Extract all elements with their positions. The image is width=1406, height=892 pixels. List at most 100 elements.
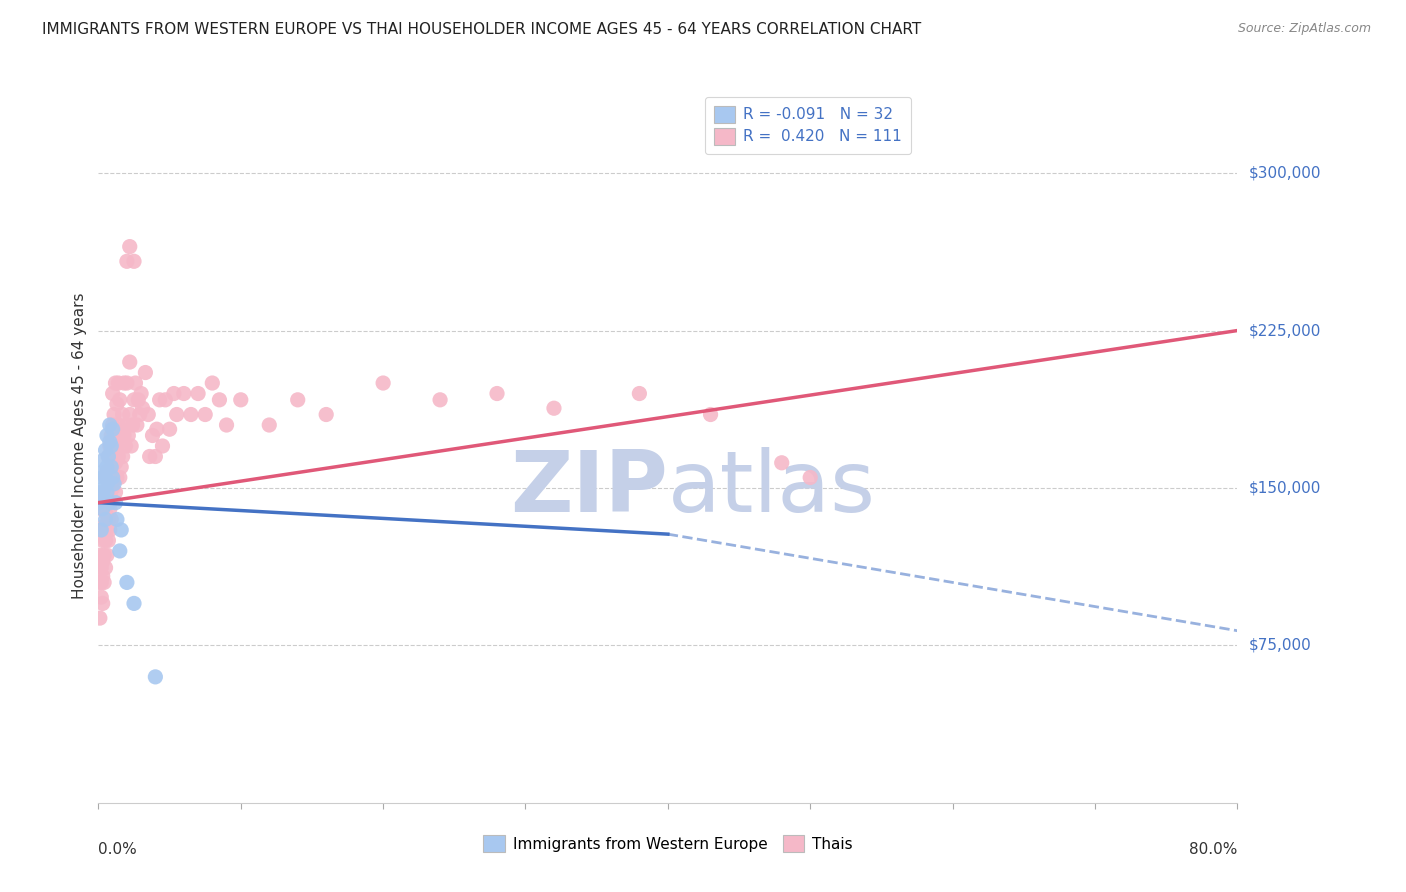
Point bbox=[115, 417, 138, 432]
Point bbox=[108, 470, 131, 484]
Point bbox=[215, 417, 238, 432]
Point bbox=[122, 596, 145, 610]
Point bbox=[105, 397, 128, 411]
Text: $225,000: $225,000 bbox=[1249, 323, 1320, 338]
Point bbox=[101, 450, 124, 464]
Point bbox=[201, 376, 224, 390]
Point bbox=[94, 443, 117, 458]
Point bbox=[146, 422, 169, 436]
Point bbox=[93, 481, 115, 495]
Point bbox=[108, 544, 131, 558]
Point bbox=[104, 496, 127, 510]
Point bbox=[115, 254, 138, 268]
Point bbox=[125, 417, 148, 432]
Point bbox=[94, 470, 117, 484]
Point bbox=[96, 523, 118, 537]
Point bbox=[93, 518, 115, 533]
Point bbox=[105, 470, 128, 484]
Text: atlas: atlas bbox=[668, 447, 876, 531]
Point bbox=[101, 417, 124, 432]
Point bbox=[104, 422, 127, 436]
Point bbox=[97, 512, 120, 526]
Point bbox=[93, 548, 115, 562]
Point bbox=[121, 417, 143, 432]
Point bbox=[98, 496, 121, 510]
Point bbox=[97, 450, 120, 464]
Point bbox=[208, 392, 231, 407]
Point bbox=[110, 523, 132, 537]
Point bbox=[104, 456, 127, 470]
Point bbox=[112, 428, 135, 442]
Point bbox=[111, 408, 134, 422]
Point bbox=[96, 428, 118, 442]
Text: ZIP: ZIP bbox=[510, 447, 668, 531]
Point bbox=[91, 453, 114, 467]
Point bbox=[98, 470, 121, 484]
Point bbox=[100, 439, 122, 453]
Point bbox=[108, 428, 131, 442]
Text: $75,000: $75,000 bbox=[1249, 638, 1312, 653]
Point bbox=[91, 533, 114, 548]
Point bbox=[108, 392, 131, 407]
Point bbox=[107, 417, 129, 432]
Point bbox=[98, 439, 121, 453]
Point bbox=[486, 386, 509, 401]
Point bbox=[89, 611, 111, 625]
Point bbox=[94, 491, 117, 506]
Point bbox=[187, 386, 209, 401]
Text: IMMIGRANTS FROM WESTERN EUROPE VS THAI HOUSEHOLDER INCOME AGES 45 - 64 YEARS COR: IMMIGRANTS FROM WESTERN EUROPE VS THAI H… bbox=[42, 22, 921, 37]
Point bbox=[110, 422, 132, 436]
Point bbox=[128, 408, 150, 422]
Point bbox=[96, 460, 118, 475]
Point bbox=[100, 491, 122, 506]
Point bbox=[129, 386, 152, 401]
Text: $150,000: $150,000 bbox=[1249, 481, 1320, 495]
Point bbox=[118, 239, 141, 253]
Point bbox=[315, 408, 337, 422]
Point bbox=[97, 475, 120, 489]
Text: $300,000: $300,000 bbox=[1249, 166, 1320, 181]
Point bbox=[543, 401, 565, 416]
Point bbox=[149, 392, 172, 407]
Point bbox=[127, 392, 149, 407]
Point bbox=[98, 417, 121, 432]
Point bbox=[118, 355, 141, 369]
Point bbox=[91, 569, 114, 583]
Point bbox=[111, 450, 134, 464]
Point bbox=[90, 590, 112, 604]
Point bbox=[118, 408, 141, 422]
Point bbox=[97, 481, 120, 495]
Point bbox=[93, 491, 115, 506]
Point bbox=[89, 575, 111, 590]
Point bbox=[229, 392, 252, 407]
Point bbox=[429, 392, 451, 407]
Point bbox=[91, 502, 114, 516]
Point bbox=[115, 575, 138, 590]
Legend: Immigrants from Western Europe, Thais: Immigrants from Western Europe, Thais bbox=[475, 828, 860, 859]
Point bbox=[259, 417, 281, 432]
Point bbox=[90, 560, 112, 574]
Point bbox=[94, 560, 117, 574]
Point bbox=[101, 470, 124, 484]
Point bbox=[94, 512, 117, 526]
Point bbox=[103, 408, 125, 422]
Point bbox=[105, 512, 128, 526]
Text: Source: ZipAtlas.com: Source: ZipAtlas.com bbox=[1237, 22, 1371, 36]
Point bbox=[93, 485, 115, 500]
Point bbox=[100, 512, 122, 526]
Point bbox=[96, 548, 118, 562]
Point bbox=[94, 470, 117, 484]
Point bbox=[628, 386, 651, 401]
Text: 0.0%: 0.0% bbox=[98, 842, 138, 857]
Point bbox=[122, 392, 145, 407]
Point bbox=[89, 548, 111, 562]
Point bbox=[110, 460, 132, 475]
Point bbox=[117, 428, 139, 442]
Point bbox=[115, 376, 138, 390]
Point bbox=[100, 460, 122, 475]
Point bbox=[114, 439, 136, 453]
Point bbox=[155, 392, 177, 407]
Point bbox=[107, 450, 129, 464]
Point bbox=[90, 523, 112, 537]
Y-axis label: Householder Income Ages 45 - 64 years: Householder Income Ages 45 - 64 years bbox=[72, 293, 87, 599]
